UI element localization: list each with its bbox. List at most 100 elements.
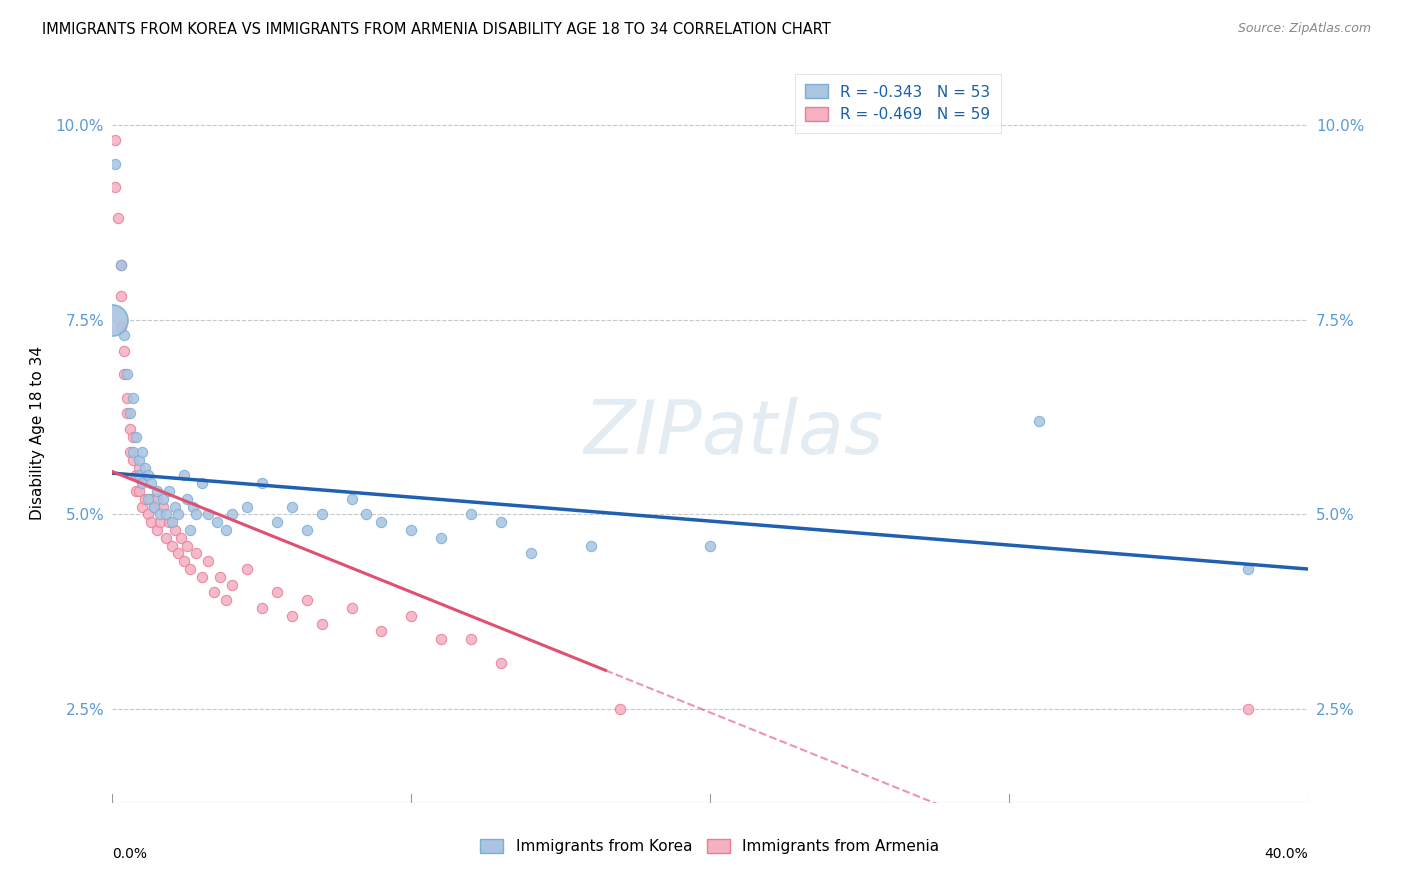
Point [122,391,145,405]
Point [114,328,135,343]
Point [110,289,132,303]
Point [128,468,150,483]
Point [215,593,238,607]
Point [134,491,156,506]
Point [202,585,225,599]
Point [1237,702,1260,716]
Point [430,632,453,647]
Point [340,601,363,615]
Point [107,211,129,226]
Point [176,491,198,506]
Text: ZIPatlas: ZIPatlas [583,397,884,468]
Point [489,515,512,529]
Point [236,562,259,576]
Point [128,453,150,467]
Point [101,312,124,326]
Point [114,367,135,381]
Point [609,702,631,716]
Point [197,508,219,522]
Point [155,531,177,545]
Point [179,562,201,576]
Point [131,476,153,491]
Point [146,523,169,537]
Point [250,601,273,615]
Point [141,476,163,491]
Point [186,546,208,560]
Point [197,554,219,568]
Point [155,508,177,522]
Point [1237,562,1260,576]
Legend: R = -0.343   N = 53, R = -0.469   N = 59: R = -0.343 N = 53, R = -0.469 N = 59 [794,74,1001,133]
Point [117,367,139,381]
Point [179,523,201,537]
Point [281,500,304,514]
Point [699,539,721,553]
Point [117,406,139,420]
Point [131,468,153,483]
Point [579,539,602,553]
Point [221,508,243,522]
Point [157,515,180,529]
Point [110,258,132,272]
Point [104,157,127,171]
Point [120,445,142,459]
Point [489,656,512,670]
Point [460,632,482,647]
Point [141,515,163,529]
Point [311,508,333,522]
Point [173,468,195,483]
Point [209,570,232,584]
Point [149,508,172,522]
Point [122,429,145,443]
Point [356,508,378,522]
Point [191,476,214,491]
Point [165,500,187,514]
Text: Source: ZipAtlas.com: Source: ZipAtlas.com [1237,22,1371,36]
Point [1028,414,1050,428]
Point [138,468,160,483]
Point [181,500,204,514]
Point [311,616,333,631]
Point [141,491,163,506]
Point [146,484,169,499]
Point [131,445,153,459]
Point [120,422,142,436]
Point [173,554,195,568]
Point [162,515,183,529]
Point [131,500,153,514]
Point [125,429,148,443]
Point [221,577,243,591]
Point [138,508,160,522]
Point [460,508,482,522]
Point [125,484,148,499]
Point [143,500,166,514]
Point [152,500,174,514]
Point [114,343,135,358]
Point [167,546,190,560]
Point [122,445,145,459]
Y-axis label: Disability Age 18 to 34: Disability Age 18 to 34 [30,345,45,520]
Point [295,523,318,537]
Point [104,180,127,194]
Point [176,539,198,553]
Point [143,500,166,514]
Point [215,523,238,537]
Point [236,500,259,514]
Text: 0.0%: 0.0% [112,847,148,861]
Point [110,320,132,334]
Point [370,624,392,639]
Point [146,491,169,506]
Point [340,491,363,506]
Point [125,468,148,483]
Point [138,491,160,506]
Point [266,585,288,599]
Point [281,608,304,623]
Point [205,515,228,529]
Point [134,460,156,475]
Point [520,546,543,560]
Point [266,515,288,529]
Point [165,523,187,537]
Point [430,531,453,545]
Point [295,593,318,607]
Point [152,491,174,506]
